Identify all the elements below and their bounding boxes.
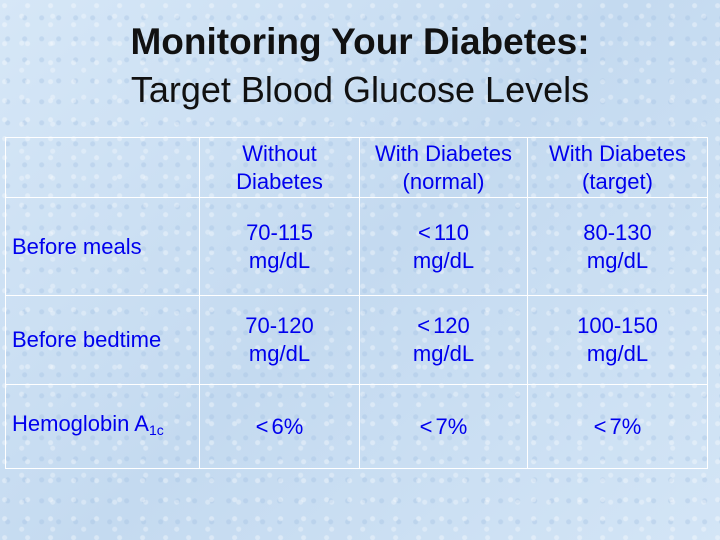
cell-value: 100-150 [577, 313, 658, 338]
table-header-row: Without Diabetes With Diabetes (normal) … [5, 137, 708, 198]
cell-before-bedtime-without: 70-120 mg/dL [199, 295, 360, 385]
cell-value: 70-120 [245, 313, 314, 338]
header-text-line: With Diabetes [549, 140, 686, 166]
row-label-text: Hemoglobin A [12, 410, 149, 436]
header-empty-cell [5, 137, 200, 198]
title-subtitle: Target Blood Glucose Levels [130, 69, 590, 110]
table-row-before-meals: Before meals 70-115 mg/dL <110 mg/dL 80-… [5, 197, 708, 296]
header-text-line: (normal) [402, 168, 485, 194]
row-label-before-bedtime: Before bedtime [5, 295, 200, 385]
cell-value: 110 [433, 219, 469, 245]
less-than-symbol: < [255, 413, 269, 439]
row-label-before-meals: Before meals [5, 197, 200, 296]
table-row-before-bedtime: Before bedtime 70-120 mg/dL <120 mg/dL 1… [5, 295, 708, 385]
slide-title: Monitoring Your Diabetes: Target Blood G… [0, 18, 720, 114]
header-text-line: With Diabetes [375, 140, 512, 166]
cell-value: 7% [435, 413, 468, 439]
cell-unit: mg/dL [586, 341, 649, 366]
title-main: Monitoring Your Diabetes: [130, 21, 590, 62]
cell-value: 70-115 [246, 219, 313, 245]
cell-a1c-normal: <7% [359, 384, 528, 469]
header-text-line: Diabetes [236, 168, 323, 194]
less-than-symbol: < [418, 219, 431, 245]
glucose-levels-table: Without Diabetes With Diabetes (normal) … [5, 137, 708, 469]
cell-before-bedtime-normal: <120 mg/dL [359, 295, 528, 385]
cell-unit: mg/dL [586, 247, 649, 273]
less-than-symbol: < [417, 313, 431, 338]
cell-unit: mg/dL [412, 341, 475, 366]
cell-unit: mg/dL [248, 341, 311, 366]
less-than-symbol: < [419, 413, 433, 439]
cell-unit: mg/dL [412, 247, 475, 273]
less-than-symbol: < [593, 413, 607, 439]
cell-before-meals-without: 70-115 mg/dL [199, 197, 360, 296]
cell-value-line: <110 [360, 219, 527, 247]
row-label-hemoglobin-a1c: Hemoglobin A1c [5, 384, 200, 469]
header-with-diabetes-normal: With Diabetes (normal) [359, 137, 528, 198]
cell-before-meals-normal: <110 mg/dL [359, 197, 528, 296]
cell-value: 80-130 [583, 219, 652, 245]
cell-before-meals-target: 80-130 mg/dL [527, 197, 708, 296]
cell-value-line: <120 [360, 312, 527, 340]
header-text-line: (target) [582, 168, 653, 194]
cell-a1c-target: <7% [527, 384, 708, 469]
header-with-diabetes-target: With Diabetes (target) [527, 137, 708, 198]
cell-a1c-without: <6% [199, 384, 360, 469]
cell-unit: mg/dL [248, 247, 311, 273]
table-row-hemoglobin-a1c: Hemoglobin A1c <6% <7% <7% [5, 384, 708, 469]
header-without-diabetes: Without Diabetes [199, 137, 360, 198]
cell-value: 6% [271, 413, 304, 439]
cell-value: 120 [433, 313, 470, 338]
a1c-subscript: 1c [148, 421, 164, 438]
cell-before-bedtime-target: 100-150 mg/dL [527, 295, 708, 385]
cell-value: 7% [609, 413, 642, 439]
header-text-line: Without [242, 140, 317, 166]
